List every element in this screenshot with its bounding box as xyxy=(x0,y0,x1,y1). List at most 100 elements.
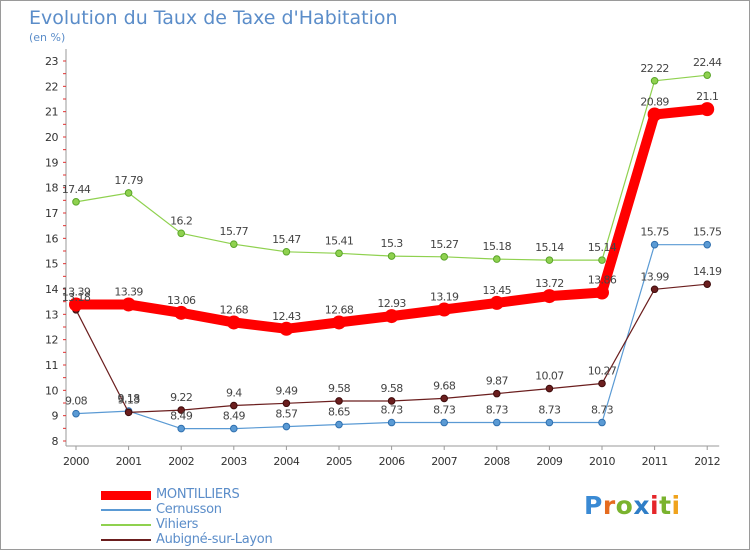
data-point xyxy=(700,102,715,117)
x-tick-label: 2002 xyxy=(168,455,194,468)
data-label: 10.07 xyxy=(535,370,564,383)
data-label: 9.87 xyxy=(486,375,509,388)
data-point xyxy=(230,240,238,248)
data-label: 13.39 xyxy=(114,285,143,298)
y-tick-label: 17 xyxy=(45,207,58,220)
y-tick-label: 13 xyxy=(45,308,58,321)
y-tick-label: 18 xyxy=(45,182,58,195)
data-label: 15.14 xyxy=(535,241,564,254)
x-tick-label: 2008 xyxy=(484,455,510,468)
data-label: 13.45 xyxy=(483,284,512,297)
legend-label: MONTILLIERS xyxy=(156,487,240,502)
data-label: 9.08 xyxy=(65,395,88,408)
data-label: 8.57 xyxy=(275,408,298,421)
data-label: 12.43 xyxy=(272,310,301,323)
data-point xyxy=(650,76,659,85)
data-point xyxy=(230,401,238,410)
data-label: 10.27 xyxy=(588,364,617,377)
data-label: 15.75 xyxy=(693,226,722,239)
y-tick-label: 22 xyxy=(45,80,58,93)
chart-title: Evolution du Taux de Taxe d'Habitation xyxy=(29,7,398,29)
proxiti-logo: Proxiti xyxy=(584,491,681,520)
logo-letter: o xyxy=(615,491,634,520)
data-label: 12.93 xyxy=(377,297,406,310)
data-label: 9.49 xyxy=(275,384,298,397)
series-layer xyxy=(69,71,715,433)
data-point xyxy=(124,189,133,197)
logo-letter: r xyxy=(602,491,616,520)
data-label: 16.2 xyxy=(170,214,192,227)
data-point xyxy=(545,256,554,264)
data-point xyxy=(489,295,504,310)
data-point xyxy=(282,422,291,431)
data-point xyxy=(387,418,396,427)
legend-swatch xyxy=(101,509,151,511)
data-label: 12.68 xyxy=(325,303,354,316)
data-point xyxy=(703,280,712,288)
data-point xyxy=(282,399,291,408)
data-label: 15.18 xyxy=(483,240,512,253)
data-label: 15.3 xyxy=(381,237,404,250)
y-tick-label: 23 xyxy=(45,55,58,68)
logo-letter: i xyxy=(650,491,660,520)
data-point xyxy=(121,297,136,312)
data-label: 13.18 xyxy=(62,291,91,304)
data-point xyxy=(279,321,294,336)
data-label: 8.73 xyxy=(433,404,456,417)
data-label: 20.89 xyxy=(640,95,669,108)
data-point xyxy=(650,240,659,249)
x-tick-label: 2012 xyxy=(694,455,720,468)
data-point xyxy=(174,305,189,320)
data-point xyxy=(545,384,554,393)
data-point xyxy=(387,397,396,405)
data-label: 8.49 xyxy=(170,410,193,423)
data-label: 13.39 xyxy=(62,285,91,298)
data-label: 13.86 xyxy=(588,274,617,287)
data-point xyxy=(69,297,83,312)
data-point xyxy=(437,302,452,317)
data-label: 22.44 xyxy=(693,56,722,69)
data-point xyxy=(493,418,501,427)
y-tick-label: 10 xyxy=(45,384,58,397)
data-label: 9.13 xyxy=(118,393,141,406)
x-tick-label: 2009 xyxy=(536,455,562,468)
x-tick-label: 2005 xyxy=(326,455,352,468)
data-label: 22.22 xyxy=(640,62,669,75)
data-point xyxy=(124,408,133,417)
legend-label: Cernusson xyxy=(156,502,222,517)
y-tick-label: 21 xyxy=(45,106,58,119)
y-tick-label: 14 xyxy=(45,283,58,296)
legend-label: Vihiers xyxy=(156,517,199,532)
data-label: 15.75 xyxy=(640,226,669,239)
data-label: 15.41 xyxy=(325,234,354,247)
data-point xyxy=(542,289,557,304)
x-tick-label: 2000 xyxy=(63,455,89,468)
data-label: 13.19 xyxy=(430,291,459,304)
x-tick-label: 2010 xyxy=(589,455,615,468)
x-tick-label: 2004 xyxy=(273,455,299,468)
series-vihiers xyxy=(72,71,712,264)
data-point xyxy=(703,71,712,79)
data-point xyxy=(72,409,80,418)
data-point xyxy=(332,315,346,330)
data-label: 15.14 xyxy=(588,241,617,254)
y-tick-label: 9 xyxy=(52,410,59,423)
data-point xyxy=(598,418,606,427)
logo-letter: i xyxy=(671,491,681,520)
data-point xyxy=(282,247,291,256)
data-label: 13.99 xyxy=(640,270,669,283)
data-point xyxy=(440,418,449,427)
data-point xyxy=(647,107,662,122)
legend-swatch xyxy=(101,490,151,500)
data-labels-layer: 13.39 13.39 13.06 12.68 12.43 12.68 12.93 13.19… xyxy=(62,56,723,423)
y-tick-label: 12 xyxy=(45,334,58,347)
data-label: 21.1 xyxy=(696,90,718,103)
data-point xyxy=(335,397,343,405)
series-line xyxy=(75,74,708,261)
y-tick-label: 11 xyxy=(45,359,58,372)
data-label: 8.73 xyxy=(486,404,509,417)
data-point xyxy=(72,198,80,206)
data-point xyxy=(650,285,659,294)
